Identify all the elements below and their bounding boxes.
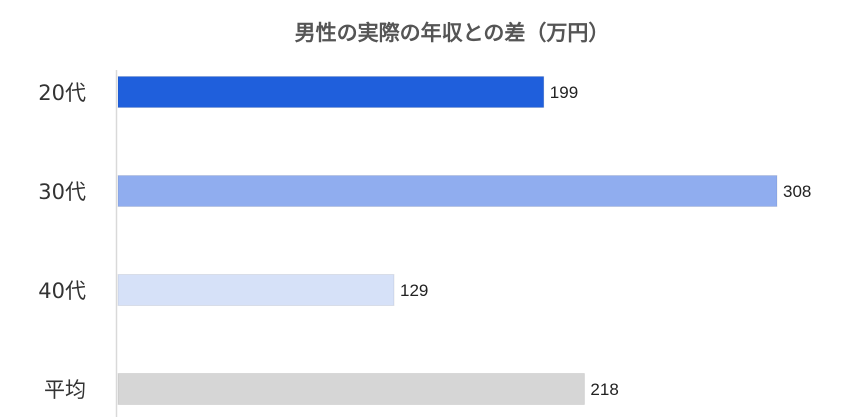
value-label: 129 [400,281,428,300]
category-label: 20代 [38,81,86,105]
bars-group: 20代 199 30代 308 40代 129 平均 218 [38,76,811,405]
value-label: 308 [783,182,811,201]
bar [117,175,778,207]
category-label: 40代 [38,279,86,303]
chart-title: 男性の実際の年収との差（万円） [295,21,610,45]
bar [117,76,545,108]
category-label: 平均 [44,378,86,402]
category-label: 30代 [38,180,86,204]
bar [117,274,395,306]
value-label: 218 [590,380,618,399]
bar [117,373,585,405]
value-label: 199 [550,83,578,102]
